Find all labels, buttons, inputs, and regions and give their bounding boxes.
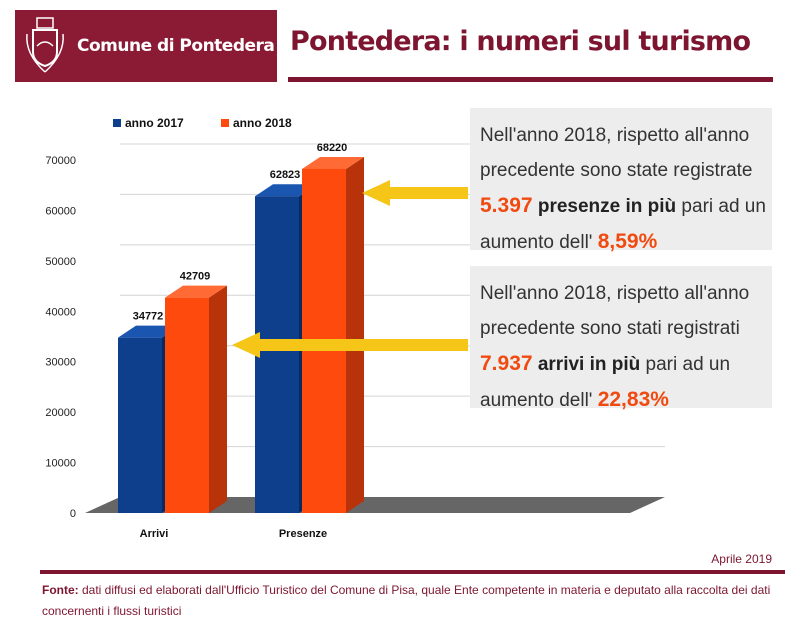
logo: Comune di Pontedera [15, 10, 277, 82]
legend-label: anno 2018 [233, 116, 292, 130]
chart-floor [85, 497, 665, 513]
page-title: Pontedera: i numeri sul turismo [290, 26, 751, 57]
info-number: 7.937 [480, 352, 533, 375]
bar-top [255, 184, 317, 197]
info-line: Nell'anno 2018, rispetto all'anno [480, 283, 750, 304]
date: Aprile 2019 [711, 552, 772, 566]
data-label: 68220 [317, 142, 348, 154]
logo-text: Comune di Pontedera [77, 36, 275, 56]
info-line: precedente sono state registrate [480, 160, 753, 181]
info-text: pari ad un [640, 354, 731, 375]
info-percent: 8,59% [597, 230, 658, 253]
data-label: 42709 [180, 271, 211, 283]
info-text: pari ad un [676, 196, 766, 217]
arrow-arrivi [232, 332, 468, 358]
bar-top [118, 325, 180, 338]
bar-top [165, 285, 227, 298]
source-label: Fonte: [42, 583, 79, 597]
y-tick-label: 50000 [45, 256, 76, 268]
bar [118, 337, 162, 513]
footer-divider [40, 570, 785, 574]
info-percent: 22,83% [597, 388, 669, 411]
arrow-presenze [362, 180, 468, 206]
bar [255, 196, 299, 514]
x-tick-label: Arrivi [140, 528, 169, 540]
legend-label: anno 2017 [125, 116, 184, 130]
bar-chart: 0 10000 20000 30000 40000 50000 60000 70000 3477… [45, 116, 665, 540]
info-line: Nell'anno 2018, rispetto all'anno [480, 125, 750, 146]
y-tick-label: 60000 [45, 205, 76, 217]
coat-of-arms-icon [26, 17, 64, 73]
legend-swatch [113, 119, 121, 127]
bar-top [302, 156, 364, 169]
x-tick-label: Presenze [279, 528, 327, 540]
y-tick-label: 20000 [45, 407, 76, 419]
y-tick-label: 0 [70, 508, 76, 520]
info-label: presenze in più [537, 196, 677, 217]
bar [165, 297, 209, 513]
bar-side [346, 156, 364, 513]
info-box-arrivi: Nell'anno 2018, rispetto all'anno preced… [470, 266, 772, 411]
bar-side [209, 285, 227, 513]
info-number: 5.397 [480, 194, 533, 217]
info-line: precedente sono stati registrati [480, 318, 740, 339]
info-text: aumento dell' [480, 232, 598, 253]
y-tick-label: 40000 [45, 306, 76, 318]
y-tick-label: 70000 [45, 155, 76, 167]
title-divider [288, 77, 773, 82]
y-tick-label: 10000 [45, 458, 76, 470]
source-text: dati diffusi ed elaborati dall'Ufficio T… [42, 583, 771, 618]
legend-swatch [221, 119, 229, 127]
info-box-presenze: Nell'anno 2018, rispetto all'anno preced… [470, 108, 772, 253]
info-label: arrivi in più [537, 354, 641, 375]
data-label: 62823 [270, 169, 301, 181]
y-tick-label: 30000 [45, 357, 76, 369]
info-text: aumento dell' [480, 390, 598, 411]
footer-source: Fonte: dati diffusi ed elaborati dall'Uf… [42, 580, 787, 622]
data-label: 34772 [133, 311, 164, 323]
